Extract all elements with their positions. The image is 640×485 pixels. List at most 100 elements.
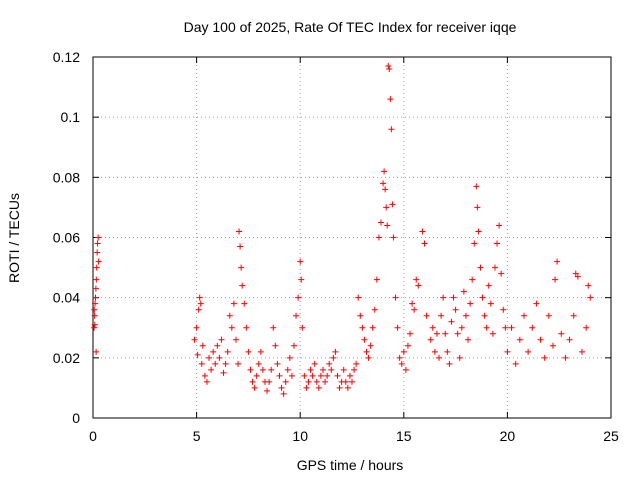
data-point [363,348,370,355]
data-point [328,366,335,373]
data-point [351,366,358,373]
data-point [454,330,461,337]
data-point [465,336,472,343]
data-point [276,372,283,379]
data-point [342,378,349,385]
data-point [230,300,237,307]
data-point [220,369,227,376]
data-point [400,348,407,355]
data-point [94,240,101,247]
data-point [545,312,552,319]
data-point [371,306,378,313]
data-point [392,294,399,301]
data-point [383,204,390,211]
data-point [91,306,98,313]
y-tick-label: 0.12 [53,49,80,65]
data-point [380,180,387,187]
data-point [473,183,480,190]
data-point [387,96,394,103]
data-point [583,324,590,331]
data-point [458,324,465,331]
y-tick-label: 0.1 [61,109,81,125]
data-point [95,234,102,241]
data-point [247,366,254,373]
data-point [533,300,540,307]
data-point [311,360,318,367]
grid-lines [93,57,611,418]
data-point [201,372,208,379]
data-point [319,366,326,373]
data-point [498,270,505,277]
data-point [450,294,457,301]
data-point [253,372,260,379]
data-point [353,360,360,367]
data-point [411,306,418,313]
data-point [93,276,100,283]
data-point [91,312,98,319]
data-point [385,63,392,70]
data-point [232,336,239,343]
data-point [264,387,271,394]
data-point [440,294,447,301]
data-point [245,348,252,355]
data-point [585,282,592,289]
data-point [249,378,256,385]
y-tick-label: 0.08 [53,169,80,185]
data-point [407,330,414,337]
data-point [191,336,198,343]
data-point [313,378,320,385]
data-point [562,354,569,361]
data-point [394,324,401,331]
data-point [317,372,324,379]
data-point [295,294,302,301]
data-point [293,312,300,319]
data-point [481,312,488,319]
data-point [365,354,372,361]
y-tick-label: 0.06 [53,230,80,246]
data-point [375,234,382,241]
data-point [384,222,391,229]
x-tick-label: 20 [500,428,516,444]
data-point [315,384,322,391]
data-point [243,324,250,331]
data-point [390,234,397,241]
chart-title: Day 100 of 2025, Rate Of TEC Index for r… [184,19,517,35]
data-point [525,348,532,355]
data-point [566,336,573,343]
data-point [216,354,223,361]
data-point [203,378,210,385]
data-point [92,285,99,292]
data-point [442,330,449,337]
data-point [197,300,204,307]
data-point [222,360,229,367]
data-point [307,366,314,373]
data-point [239,282,246,289]
data-point [340,366,347,373]
data-point [438,312,445,319]
data-point [489,330,496,337]
data-point [423,312,430,319]
data-point [324,372,331,379]
x-tick-label: 10 [292,428,308,444]
data-point [210,348,217,355]
data-point [344,384,351,391]
data-point [500,306,507,313]
data-point [334,372,341,379]
data-point [491,264,498,271]
data-point [303,384,310,391]
data-point [483,324,490,331]
data-point [326,360,333,367]
data-point [235,360,242,367]
data-point [549,342,556,349]
data-point [462,312,469,319]
data-point [452,306,459,313]
data-point [236,228,243,235]
data-point [199,342,206,349]
data-point [280,390,287,397]
data-point [355,294,362,301]
y-tick-label: 0 [72,410,80,426]
data-point [195,306,202,313]
data-point [268,366,275,373]
data-point [367,342,374,349]
data-point [558,330,565,337]
